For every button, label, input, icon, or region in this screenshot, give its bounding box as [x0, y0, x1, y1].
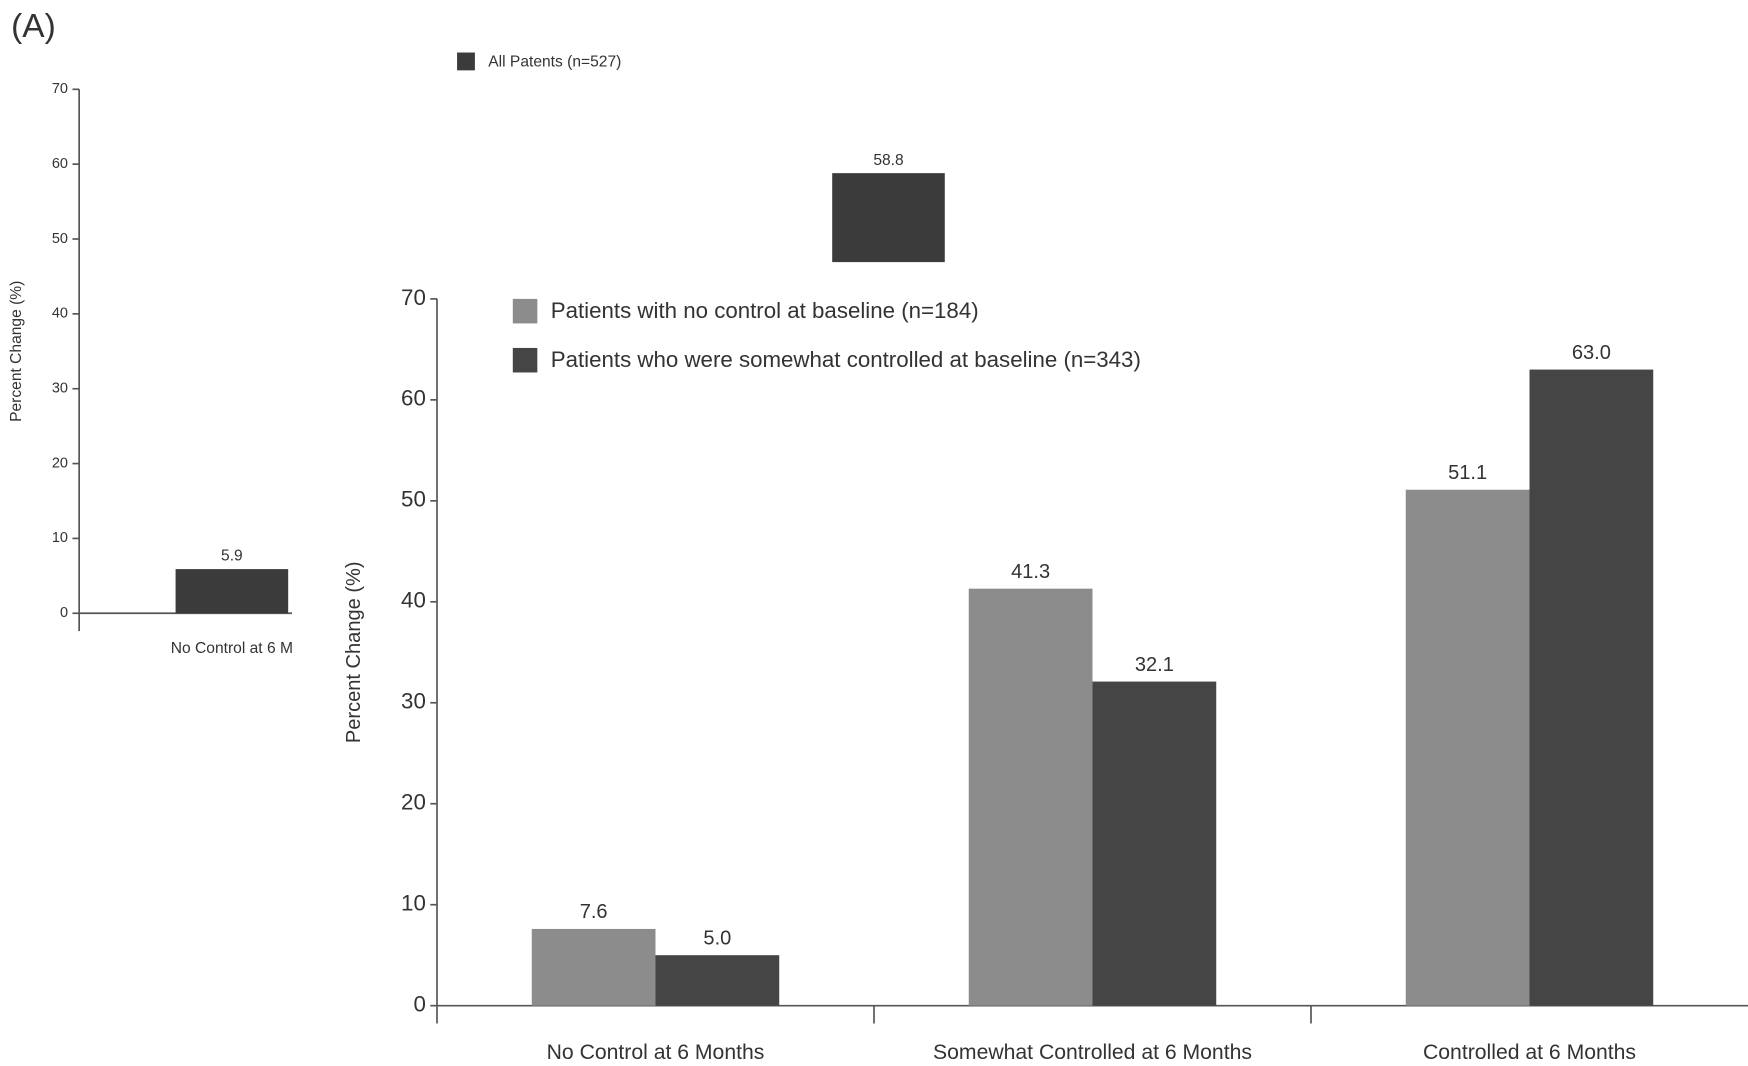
y-tick-label: 40: [52, 306, 68, 322]
y-tick-label: 0: [60, 605, 68, 621]
bar: [176, 569, 289, 613]
y-axis-label: Percent Change (%): [343, 561, 365, 743]
y-tick-label: 10: [52, 530, 68, 546]
bar: [969, 589, 1093, 1006]
y-tick-label: 50: [401, 487, 426, 512]
bar: [1406, 490, 1530, 1006]
value-label: 5.9: [221, 548, 243, 565]
y-tick-label: 70: [52, 81, 68, 97]
value-label: 32.1: [1135, 654, 1174, 676]
value-label: 58.8: [873, 152, 903, 169]
value-label: 7.6: [580, 901, 608, 923]
y-tick-label: 20: [52, 455, 68, 471]
chart: 0 10 20 30 40 50 60 70 Percent Change (%) No Cont…: [0, 0, 1748, 1066]
y-tick-label: 70: [401, 285, 426, 310]
x-tick-label: Controlled at 6 Months: [1423, 1041, 1636, 1064]
y-tick-label: 60: [401, 386, 426, 411]
y-tick-label: 0: [413, 992, 425, 1017]
y-tick-label: 30: [401, 689, 426, 714]
legend-label: Patients with no control at baseline (n=…: [551, 298, 979, 323]
y-tick-label: 20: [401, 790, 426, 815]
x-tick-label: Somewhat Controlled at 6 Months: [933, 1041, 1252, 1064]
value-label: 51.1: [1448, 462, 1487, 484]
bar: [1093, 682, 1217, 1006]
legend-label: All Patents (n=527): [488, 54, 621, 71]
y-tick-label: 50: [52, 231, 68, 247]
panel-label: (A): [11, 8, 56, 45]
x-tick-label: No Control at 6 Months: [547, 1041, 765, 1064]
value-label: 5.0: [703, 927, 731, 949]
legend-swatch: [457, 53, 475, 71]
bar: [1530, 370, 1654, 1006]
y-axis-label: Percent Change (%): [8, 281, 25, 422]
value-label: 63.0: [1572, 342, 1611, 364]
legend-swatch: [513, 348, 538, 373]
bar: [656, 955, 780, 1005]
x-tick-label: No Control at 6 M: [171, 640, 293, 657]
legend-swatch: [513, 299, 538, 324]
bar: [532, 929, 656, 1006]
y-tick-label: 10: [401, 891, 426, 916]
y-tick-label: 60: [52, 156, 68, 172]
legend-label: Patients who were somewhat controlled at…: [551, 347, 1141, 372]
y-tick-label: 40: [401, 588, 426, 613]
y-tick-label: 30: [52, 381, 68, 397]
value-label: 41.3: [1011, 561, 1050, 583]
